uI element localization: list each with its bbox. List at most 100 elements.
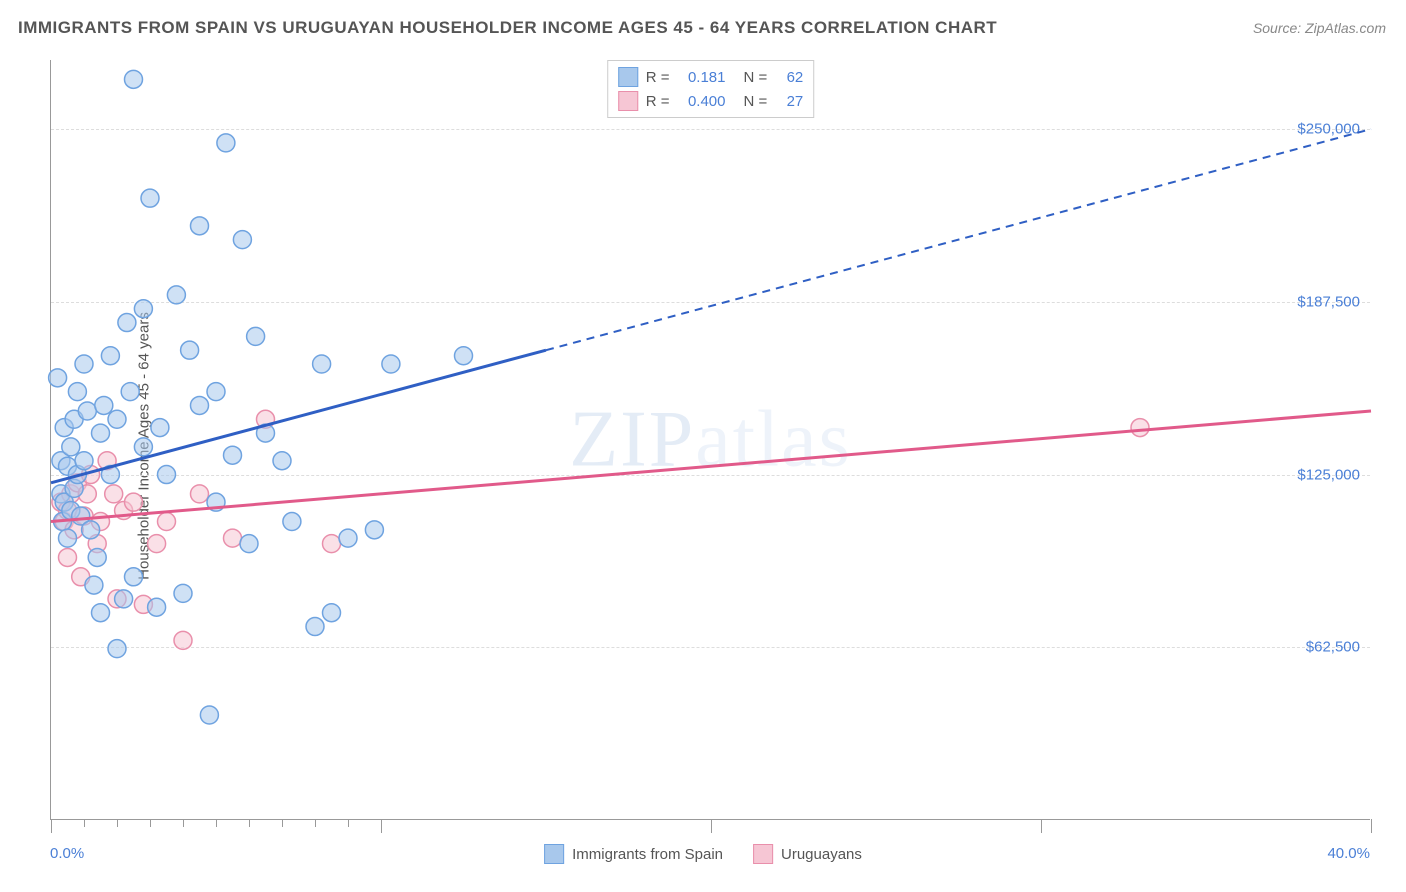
- data-point: [224, 529, 242, 547]
- data-point: [365, 521, 383, 539]
- data-point: [158, 513, 176, 531]
- data-point: [59, 548, 77, 566]
- data-point: [240, 535, 258, 553]
- data-point: [108, 410, 126, 428]
- data-point: [125, 493, 143, 511]
- source-attribution: Source: ZipAtlas.com: [1253, 20, 1386, 36]
- legend-n-label: N =: [744, 93, 768, 110]
- legend-r-value: 0.181: [678, 69, 726, 86]
- data-point: [313, 355, 331, 373]
- data-point: [115, 590, 133, 608]
- legend-series-item: Immigrants from Spain: [544, 844, 723, 864]
- data-point: [158, 466, 176, 484]
- data-point: [59, 529, 77, 547]
- data-point: [382, 355, 400, 373]
- data-point: [174, 631, 192, 649]
- data-point: [191, 396, 209, 414]
- series-legend: Immigrants from Spain Uruguayans: [544, 844, 862, 864]
- x-major-tick: [381, 819, 382, 833]
- legend-swatch: [618, 67, 638, 87]
- data-point: [167, 286, 185, 304]
- data-point: [134, 438, 152, 456]
- data-point: [95, 396, 113, 414]
- legend-r-value: 0.400: [678, 93, 726, 110]
- data-point: [224, 446, 242, 464]
- legend-n-label: N =: [744, 69, 768, 86]
- data-point: [75, 355, 93, 373]
- x-minor-tick: [150, 819, 151, 827]
- x-minor-tick: [117, 819, 118, 827]
- x-minor-tick: [249, 819, 250, 827]
- legend-n-value: 27: [775, 93, 803, 110]
- data-point: [75, 452, 93, 470]
- data-point: [92, 604, 110, 622]
- scatter-svg: [51, 60, 1370, 819]
- data-point: [151, 419, 169, 437]
- data-point: [233, 231, 251, 249]
- data-point: [217, 134, 235, 152]
- data-point: [134, 300, 152, 318]
- data-point: [200, 706, 218, 724]
- data-point: [141, 189, 159, 207]
- plot-area: ZIPatlas $62,500$125,000$187,500$250,000…: [50, 60, 1370, 820]
- x-minor-tick: [348, 819, 349, 827]
- data-point: [108, 640, 126, 658]
- x-minor-tick: [282, 819, 283, 827]
- x-minor-tick: [216, 819, 217, 827]
- chart-title: IMMIGRANTS FROM SPAIN VS URUGUAYAN HOUSE…: [18, 18, 997, 38]
- correlation-legend: R = 0.181 N = 62 R = 0.400 N = 27: [607, 60, 815, 118]
- x-major-tick: [51, 819, 52, 833]
- x-axis-max-label: 40.0%: [1327, 845, 1370, 862]
- data-point: [191, 217, 209, 235]
- data-point: [125, 70, 143, 88]
- data-point: [118, 314, 136, 332]
- chart-container: IMMIGRANTS FROM SPAIN VS URUGUAYAN HOUSE…: [0, 0, 1406, 892]
- data-point: [62, 438, 80, 456]
- data-point: [148, 535, 166, 553]
- data-point: [174, 584, 192, 602]
- data-point: [247, 327, 265, 345]
- legend-r-label: R =: [646, 93, 670, 110]
- data-point: [85, 576, 103, 594]
- legend-row: R = 0.400 N = 27: [618, 89, 804, 113]
- data-point: [455, 347, 473, 365]
- data-point: [92, 424, 110, 442]
- x-major-tick: [1041, 819, 1042, 833]
- legend-series-item: Uruguayans: [753, 844, 862, 864]
- data-point: [323, 604, 341, 622]
- regression-line: [51, 411, 1371, 522]
- data-point: [339, 529, 357, 547]
- data-point: [148, 598, 166, 616]
- data-point: [306, 618, 324, 636]
- x-major-tick: [711, 819, 712, 833]
- legend-row: R = 0.181 N = 62: [618, 65, 804, 89]
- data-point: [78, 402, 96, 420]
- data-point: [49, 369, 67, 387]
- data-point: [68, 383, 86, 401]
- data-point: [82, 521, 100, 539]
- data-point: [1131, 419, 1149, 437]
- regression-line: [546, 129, 1371, 350]
- x-minor-tick: [183, 819, 184, 827]
- legend-swatch: [618, 91, 638, 111]
- data-point: [121, 383, 139, 401]
- legend-swatch: [753, 844, 773, 864]
- x-minor-tick: [84, 819, 85, 827]
- legend-r-label: R =: [646, 69, 670, 86]
- data-point: [105, 485, 123, 503]
- data-point: [125, 568, 143, 586]
- x-axis-min-label: 0.0%: [50, 845, 84, 862]
- legend-series-label: Uruguayans: [781, 846, 862, 863]
- legend-n-value: 62: [775, 69, 803, 86]
- x-major-tick: [1371, 819, 1372, 833]
- x-minor-tick: [315, 819, 316, 827]
- data-point: [101, 347, 119, 365]
- legend-series-label: Immigrants from Spain: [572, 846, 723, 863]
- data-point: [283, 513, 301, 531]
- data-point: [181, 341, 199, 359]
- data-point: [191, 485, 209, 503]
- data-point: [323, 535, 341, 553]
- data-point: [273, 452, 291, 470]
- data-point: [207, 383, 225, 401]
- data-point: [88, 548, 106, 566]
